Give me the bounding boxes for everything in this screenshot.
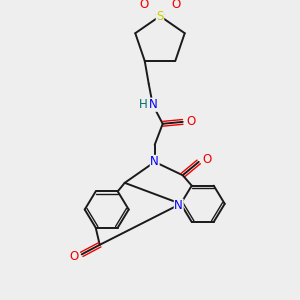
Text: S: S <box>156 10 164 22</box>
Text: N: N <box>150 155 159 168</box>
Text: O: O <box>140 0 148 11</box>
Text: O: O <box>69 250 78 263</box>
Text: N: N <box>149 98 158 111</box>
Text: O: O <box>202 154 211 166</box>
Text: O: O <box>186 116 195 128</box>
Text: H: H <box>139 98 148 111</box>
Text: O: O <box>171 0 181 11</box>
Text: N: N <box>174 199 183 212</box>
